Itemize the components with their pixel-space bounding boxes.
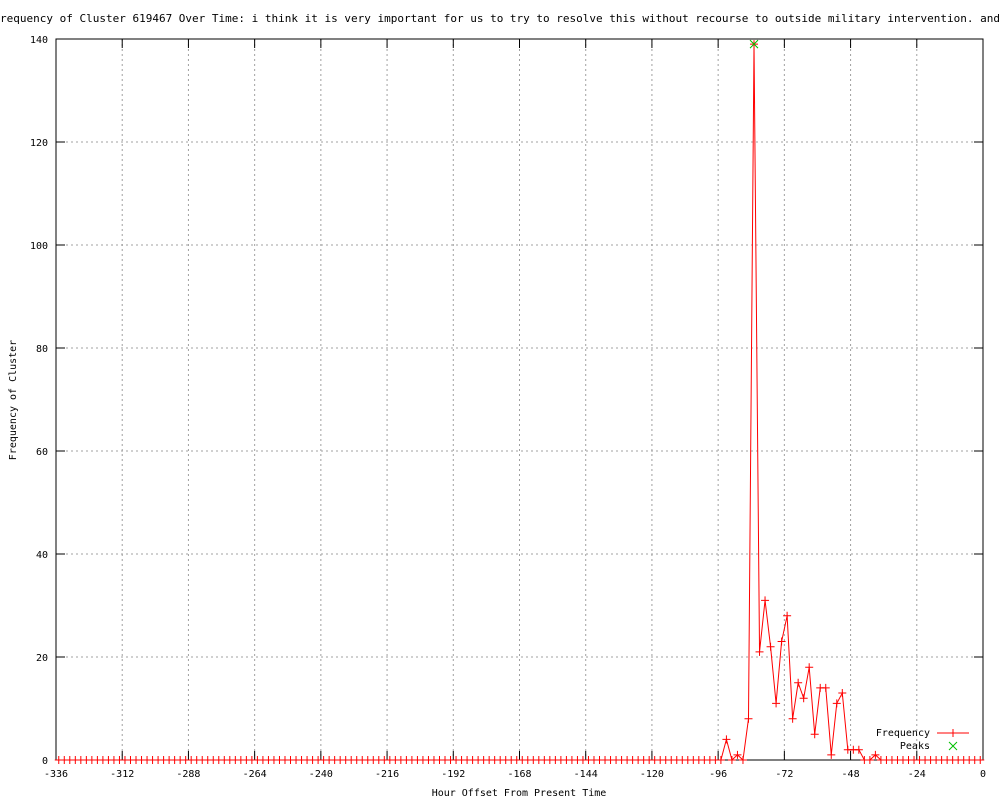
y-tick-label: 100 xyxy=(30,241,48,252)
legend: Frequency Peaks xyxy=(876,728,969,752)
chart-title: requency of Cluster 619467 Over Time: i … xyxy=(0,12,1000,25)
x-tick-label: -312 xyxy=(110,769,134,780)
frequency-point xyxy=(716,756,725,764)
frequency-line xyxy=(58,44,981,762)
y-tick-label: 80 xyxy=(36,344,48,355)
frequency-point xyxy=(805,663,814,672)
y-tick-label: 0 xyxy=(42,756,48,767)
frequency-point xyxy=(827,750,836,759)
x-tick-label: 0 xyxy=(980,769,986,780)
x-tick-label: -240 xyxy=(309,769,333,780)
frequency-point xyxy=(832,699,841,708)
x-tick-label: -24 xyxy=(908,769,926,780)
x-tick-label: -288 xyxy=(176,769,200,780)
x-axis-label: Hour Offset From Present Time xyxy=(432,788,607,799)
frequency-point xyxy=(794,678,803,687)
frequency-point xyxy=(722,735,731,744)
y-axis-label: Frequency of Cluster xyxy=(8,340,19,460)
frequency-point xyxy=(854,745,863,754)
legend-marker-peaks xyxy=(948,741,958,751)
frequency-point xyxy=(783,611,792,620)
frequency-point xyxy=(738,756,747,764)
grid xyxy=(56,39,983,760)
frequency-point xyxy=(871,750,880,759)
frequency-point xyxy=(865,756,874,764)
frequency-point xyxy=(777,637,786,646)
y-tick-label: 120 xyxy=(30,138,48,149)
frequency-point xyxy=(772,699,781,708)
frequency-point xyxy=(810,730,819,739)
frequency-point xyxy=(744,714,753,723)
y-tick-label: 40 xyxy=(36,550,48,561)
x-tick-label: -336 xyxy=(44,769,68,780)
y-tick-label: 20 xyxy=(36,653,48,664)
peak-point xyxy=(749,39,759,49)
tick-labels: -336 -312 -288 -264 -240 -216 -192 -168 -144 -120… xyxy=(30,35,986,780)
frequency-point xyxy=(838,689,847,698)
legend-label-peaks: Peaks xyxy=(900,741,930,752)
x-tick-label: -192 xyxy=(441,769,465,780)
frequency-point xyxy=(821,683,830,692)
legend-label-frequency: Frequency xyxy=(876,728,930,739)
x-tick-label: -168 xyxy=(507,769,531,780)
y-tick-label: 140 xyxy=(30,35,48,46)
x-tick-label: -96 xyxy=(709,769,727,780)
x-tick-label: -72 xyxy=(775,769,793,780)
frequency-point xyxy=(766,642,775,651)
frequency-point xyxy=(755,647,764,656)
y-tick-label: 60 xyxy=(36,447,48,458)
legend-marker-frequency xyxy=(949,729,957,737)
x-tick-label: -48 xyxy=(842,769,860,780)
frequency-point xyxy=(761,596,770,605)
frequency-point xyxy=(733,750,742,759)
frequency-point xyxy=(799,694,808,703)
x-tick-label: -264 xyxy=(243,769,267,780)
series-layer xyxy=(54,39,985,764)
frequency-point xyxy=(727,756,736,764)
frequency-point xyxy=(788,714,797,723)
frequency-point xyxy=(976,756,985,764)
x-tick-label: -144 xyxy=(574,769,598,780)
x-tick-label: -120 xyxy=(640,769,664,780)
x-tick-label: -216 xyxy=(375,769,399,780)
